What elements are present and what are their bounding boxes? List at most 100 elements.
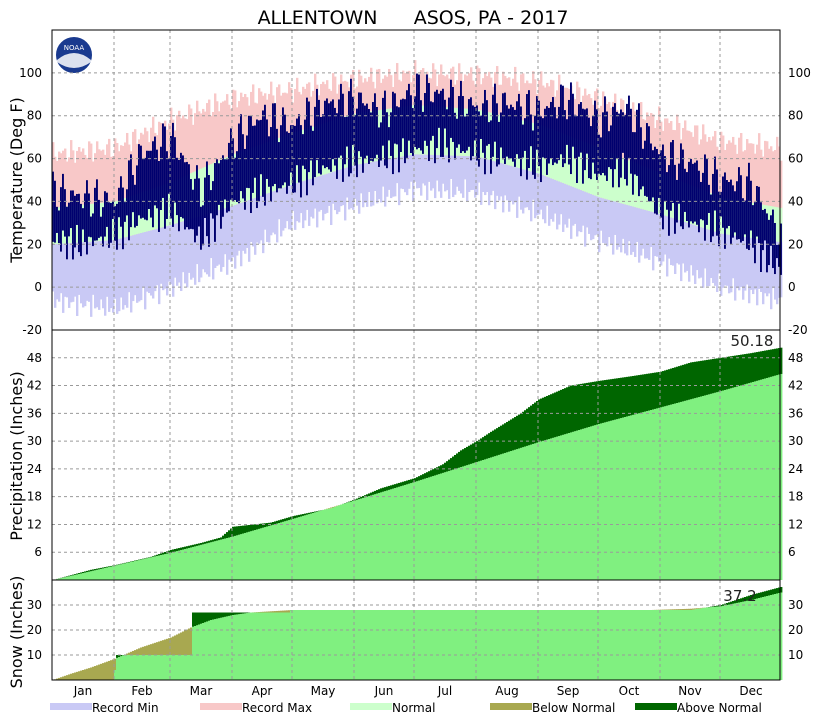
snow-normal-bar	[564, 610, 567, 680]
record-min-bar	[658, 172, 661, 262]
record-max-bar	[114, 138, 117, 240]
precip-normal-bar	[470, 463, 473, 580]
snow-normal-bar	[448, 610, 451, 680]
precip-above-normal-bar	[390, 485, 393, 490]
precip-normal-bar	[230, 537, 233, 580]
snow-below-normal-bar	[160, 640, 163, 655]
snow-normal-bar	[752, 599, 755, 680]
observed-temp-bar	[528, 90, 530, 169]
snow-above-normal-bar	[726, 603, 729, 605]
snow-normal-bar	[300, 610, 303, 680]
observed-temp-bar	[412, 108, 414, 156]
record-min-bar	[180, 177, 183, 292]
record-min-bar	[624, 158, 627, 254]
normal-band-bar	[586, 143, 589, 193]
snow-normal-bar	[208, 620, 211, 680]
precip-above-normal-bar	[248, 525, 251, 532]
observed-temp-bar	[112, 200, 114, 220]
precip-ytick-left: 30	[27, 434, 42, 448]
precip-above-normal-bar	[492, 430, 495, 457]
precip-above-normal-bar	[514, 417, 517, 450]
precip-above-normal-bar	[262, 523, 265, 528]
snow-normal-bar	[230, 615, 233, 680]
observed-temp-bar	[748, 162, 750, 251]
snow-normal-bar	[320, 610, 323, 680]
precip-normal-bar	[468, 464, 471, 580]
precip-normal-bar	[340, 504, 343, 580]
precip-normal-bar	[198, 545, 201, 580]
snow-below-normal-bar	[678, 609, 681, 610]
observed-temp-bar	[168, 158, 170, 194]
precip-above-normal-bar	[178, 548, 181, 551]
precip-normal-bar	[98, 569, 101, 580]
precip-normal-bar	[710, 393, 713, 580]
record-min-bar	[218, 160, 221, 265]
observed-temp-bar	[728, 181, 730, 226]
record-max-bar	[216, 101, 219, 211]
observed-temp-bar	[216, 159, 218, 216]
snow-below-normal-bar	[276, 610, 279, 613]
snow-normal-bar	[258, 612, 261, 680]
snow-above-normal-bar	[764, 591, 767, 597]
observed-temp-bar	[492, 94, 494, 157]
observed-temp-bar	[684, 168, 686, 212]
snow-below-normal-bar	[188, 628, 191, 655]
precip-total-label: 50.18	[731, 332, 774, 350]
precip-normal-bar	[174, 551, 177, 580]
precip-above-normal-bar	[196, 543, 199, 546]
record-min-bar	[634, 162, 637, 257]
snow-below-normal-bar	[270, 611, 273, 613]
normal-band-bar	[624, 158, 627, 205]
snow-normal-bar	[346, 610, 349, 680]
precip-normal-bar	[540, 441, 543, 580]
observed-temp-bar	[384, 90, 386, 166]
record-min-bar	[694, 186, 697, 285]
observed-temp-bar	[524, 118, 526, 151]
precip-normal-bar	[282, 521, 285, 580]
record-min-bar	[750, 202, 753, 290]
snow-below-normal-bar	[166, 638, 169, 655]
observed-temp-bar	[360, 92, 362, 157]
record-max-bar	[80, 151, 83, 243]
record-max-bar	[198, 111, 201, 217]
record-max-bar	[58, 151, 61, 244]
record-max-bar	[772, 151, 775, 241]
precip-above-normal-bar	[380, 488, 383, 493]
precip-normal-bar	[748, 383, 751, 580]
record-min-bar	[108, 202, 111, 312]
observed-temp-bar	[312, 130, 314, 186]
observed-temp-bar	[470, 97, 472, 161]
precip-normal-bar	[144, 558, 147, 580]
precip-above-normal-bar	[476, 441, 479, 462]
precip-normal-bar	[338, 505, 341, 580]
precip-normal-bar	[614, 419, 617, 580]
precip-normal-bar	[500, 454, 503, 580]
precip-normal-bar	[682, 401, 685, 580]
precip-normal-bar	[356, 499, 359, 580]
record-min-bar	[70, 205, 73, 303]
snow-normal-bar	[212, 619, 215, 680]
noaa-logo: NOAA	[54, 35, 94, 75]
observed-temp-bar	[456, 118, 458, 148]
precip-above-normal-bar	[482, 437, 485, 461]
observed-temp-bar	[150, 150, 152, 218]
precip-normal-bar	[664, 406, 667, 580]
snow-below-normal-bar	[110, 660, 113, 680]
precip-above-normal-bar	[538, 399, 541, 443]
snow-normal-bar	[236, 614, 239, 680]
observed-temp-bar	[270, 127, 272, 202]
snow-above-normal-bar	[242, 612, 245, 614]
snow-below-normal-bar	[286, 610, 289, 613]
precip-above-normal-bar	[730, 356, 733, 389]
snow-above-normal-bar	[780, 587, 783, 593]
precip-normal-bar	[776, 375, 779, 580]
observed-temp-bar	[476, 105, 478, 161]
precip-normal-bar	[442, 472, 445, 580]
precip-normal-bar	[232, 536, 235, 580]
precip-above-normal-bar	[576, 384, 579, 431]
snow-below-normal-bar	[112, 659, 115, 680]
precip-above-normal-bar	[704, 360, 707, 396]
precip-above-normal-bar	[724, 357, 727, 390]
snow-normal-bar	[732, 603, 735, 680]
precip-normal-bar	[214, 541, 217, 580]
